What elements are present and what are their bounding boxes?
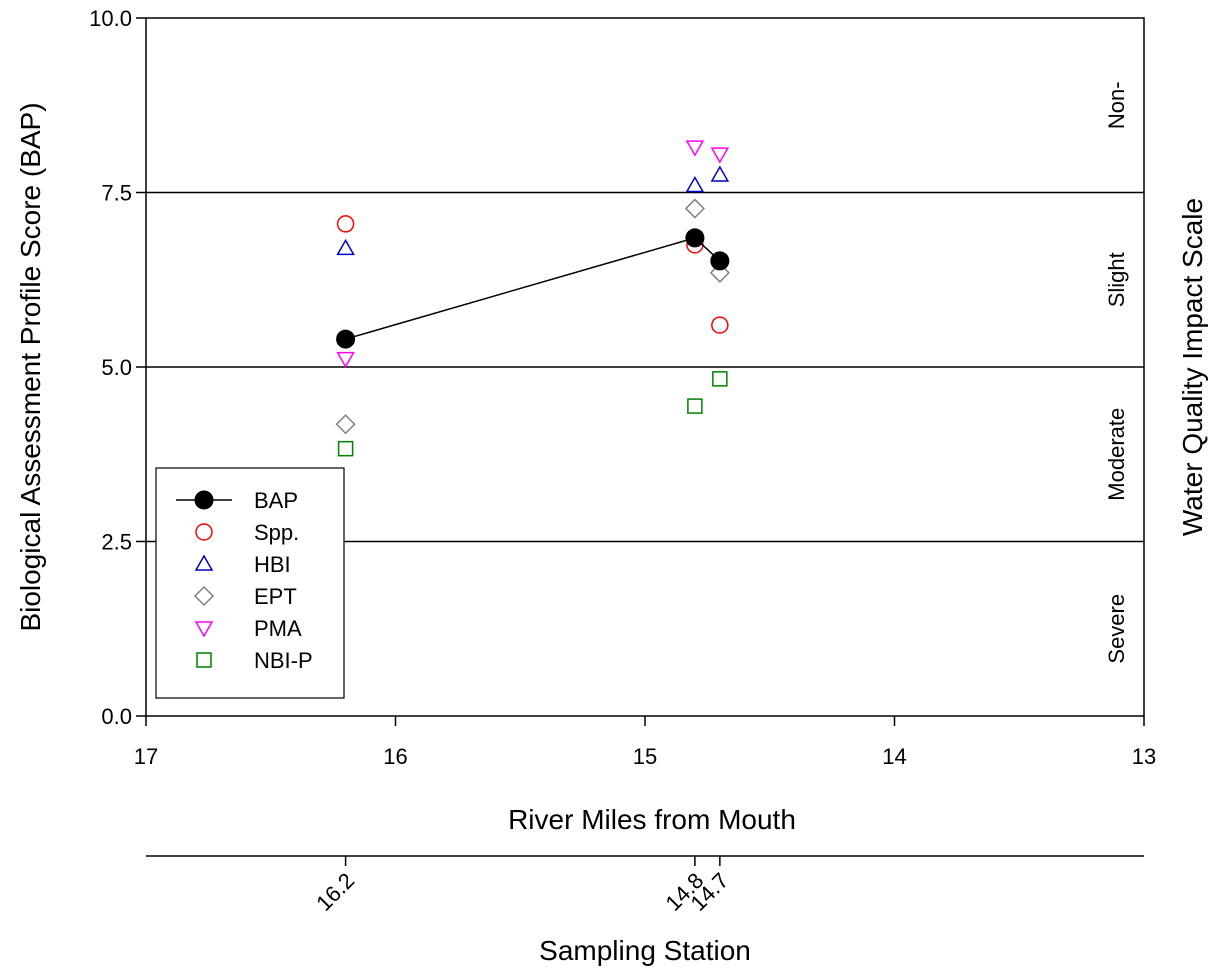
data-point [709, 262, 730, 283]
series-pma [336, 140, 730, 369]
series-ept [335, 198, 730, 435]
station-tick-label: 16.2 [311, 868, 359, 916]
legend-label: Spp. [254, 520, 299, 545]
legend-marker [195, 523, 213, 541]
series-bap [336, 228, 730, 349]
data-point [336, 329, 356, 349]
data-point [687, 398, 703, 414]
legend: BAP Spp. HBI EPT PMA NBI-P [155, 467, 345, 699]
impact-zone-labels: Severe Moderate Slight Non- [1104, 81, 1129, 663]
legend-marker [194, 621, 214, 638]
legend-label: BAP [254, 488, 298, 513]
y-tick-label: 5.0 [101, 355, 132, 380]
legend-label: EPT [254, 584, 297, 609]
legend-box [155, 467, 345, 699]
impact-zone-label: Non- [1104, 81, 1129, 129]
legend-marker [194, 490, 214, 510]
data-point [685, 176, 705, 193]
data-point [685, 140, 705, 157]
data-point [712, 371, 728, 387]
impact-zone-label: Moderate [1104, 408, 1129, 501]
y-tick-label: 2.5 [101, 530, 132, 555]
right-axis-title: Water Quality Impact Scale [1177, 198, 1208, 536]
x-tick-label: 14 [882, 744, 906, 769]
y-axis: 0.0 2.5 5.0 7.5 10.0 [89, 6, 146, 729]
data-point [336, 351, 355, 369]
data-point [685, 228, 705, 248]
data-point [337, 440, 354, 457]
legend-marker [196, 652, 212, 668]
data-series [335, 140, 730, 457]
data-point [710, 165, 730, 182]
data-point [711, 316, 729, 334]
impact-zone-label: Severe [1104, 594, 1129, 664]
y-axis-title: Biological Assessment Profile Score (BAP… [15, 102, 46, 631]
y-tick-label: 7.5 [101, 181, 132, 206]
data-point [710, 251, 730, 271]
impact-zone-label: Slight [1104, 252, 1129, 307]
y-tick-label: 0.0 [101, 704, 132, 729]
x-axis: 17 16 15 14 13 [134, 716, 1156, 769]
x-tick-label: 17 [134, 744, 158, 769]
legend-label: HBI [254, 552, 291, 577]
data-point [684, 198, 705, 219]
legend-marker [193, 585, 215, 607]
series-hbi [336, 165, 730, 256]
station-axis: 16.2 14.814.7 [146, 855, 1144, 916]
legend-label: NBI-P [254, 648, 313, 673]
data-point [335, 414, 356, 435]
data-point [336, 215, 355, 233]
x-tick-label: 15 [633, 744, 657, 769]
data-point [710, 147, 730, 164]
legend-label: PMA [254, 616, 302, 641]
legend-marker [194, 554, 214, 571]
x-axis-title: River Miles from Mouth [508, 804, 796, 835]
series-line [345, 237, 721, 340]
y-tick-label: 10.0 [89, 6, 132, 31]
data-point [336, 238, 355, 256]
series-spp- [336, 215, 729, 334]
station-axis-title: Sampling Station [539, 935, 751, 966]
x-tick-label: 13 [1132, 744, 1156, 769]
series-nbi-p [337, 371, 728, 457]
x-tick-label: 16 [383, 744, 407, 769]
